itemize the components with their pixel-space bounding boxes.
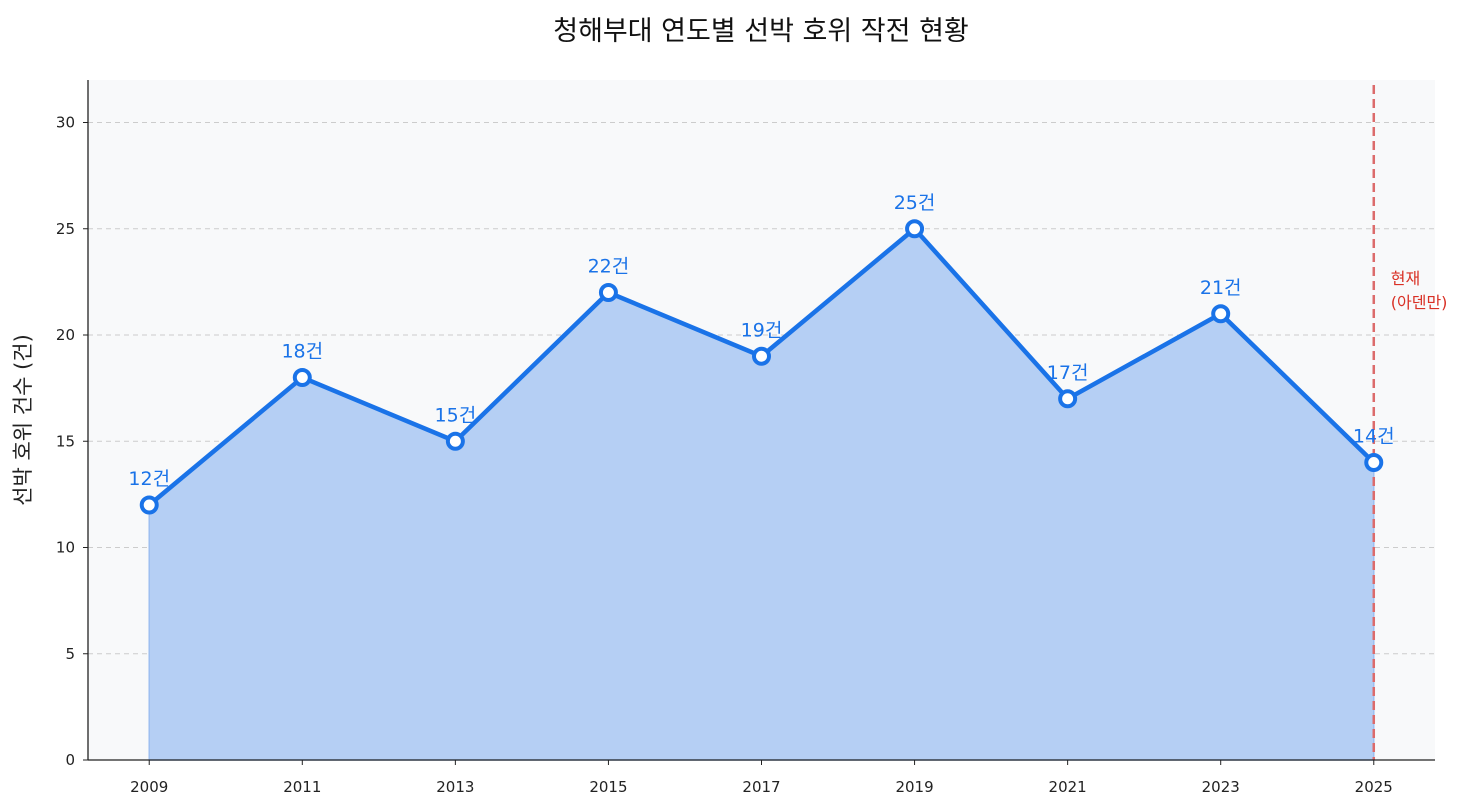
x-tick-label: 2023 — [1202, 778, 1240, 796]
data-point — [905, 219, 925, 239]
data-label: 17건 — [1047, 362, 1089, 384]
y-tick-label: 5 — [65, 645, 75, 663]
data-label: 21건 — [1200, 277, 1242, 299]
x-tick-label: 2025 — [1355, 778, 1393, 796]
x-tick-label: 2021 — [1049, 778, 1087, 796]
data-label: 18건 — [281, 341, 323, 363]
annotation-line2: (아덴만) — [1391, 293, 1448, 312]
x-tick-label: 2009 — [130, 778, 168, 796]
data-label: 25건 — [894, 192, 936, 214]
data-point — [139, 495, 159, 515]
x-tick-label: 2013 — [436, 778, 474, 796]
data-point — [1364, 453, 1384, 472]
data-label: 14건 — [1353, 426, 1395, 448]
y-tick-label: 30 — [56, 114, 75, 132]
data-point — [1058, 389, 1078, 409]
data-label: 22건 — [588, 256, 630, 278]
data-point — [1211, 304, 1231, 324]
data-label: 15건 — [435, 404, 477, 426]
y-tick-label: 15 — [56, 432, 75, 450]
annotation-line1: 현재 — [1391, 269, 1420, 288]
y-tick-label: 20 — [56, 326, 75, 344]
data-point — [292, 368, 312, 387]
data-point — [445, 431, 465, 451]
y-axis-label: 선박 호위 건수 (건) — [11, 334, 35, 506]
y-tick-label: 10 — [56, 539, 75, 557]
x-tick-label: 2015 — [589, 778, 627, 796]
x-tick-label: 2019 — [895, 778, 933, 796]
x-tick-label: 2017 — [742, 778, 780, 796]
data-point — [752, 346, 771, 366]
y-tick-label: 25 — [56, 220, 75, 238]
chart-title: 청해부대 연도별 선박 호위 작전 현황 — [553, 16, 969, 47]
data-point — [598, 283, 618, 302]
x-tick-label: 2011 — [283, 778, 321, 796]
data-label: 12건 — [128, 468, 170, 490]
data-label: 19건 — [741, 319, 783, 341]
y-tick-label: 0 — [65, 751, 75, 769]
